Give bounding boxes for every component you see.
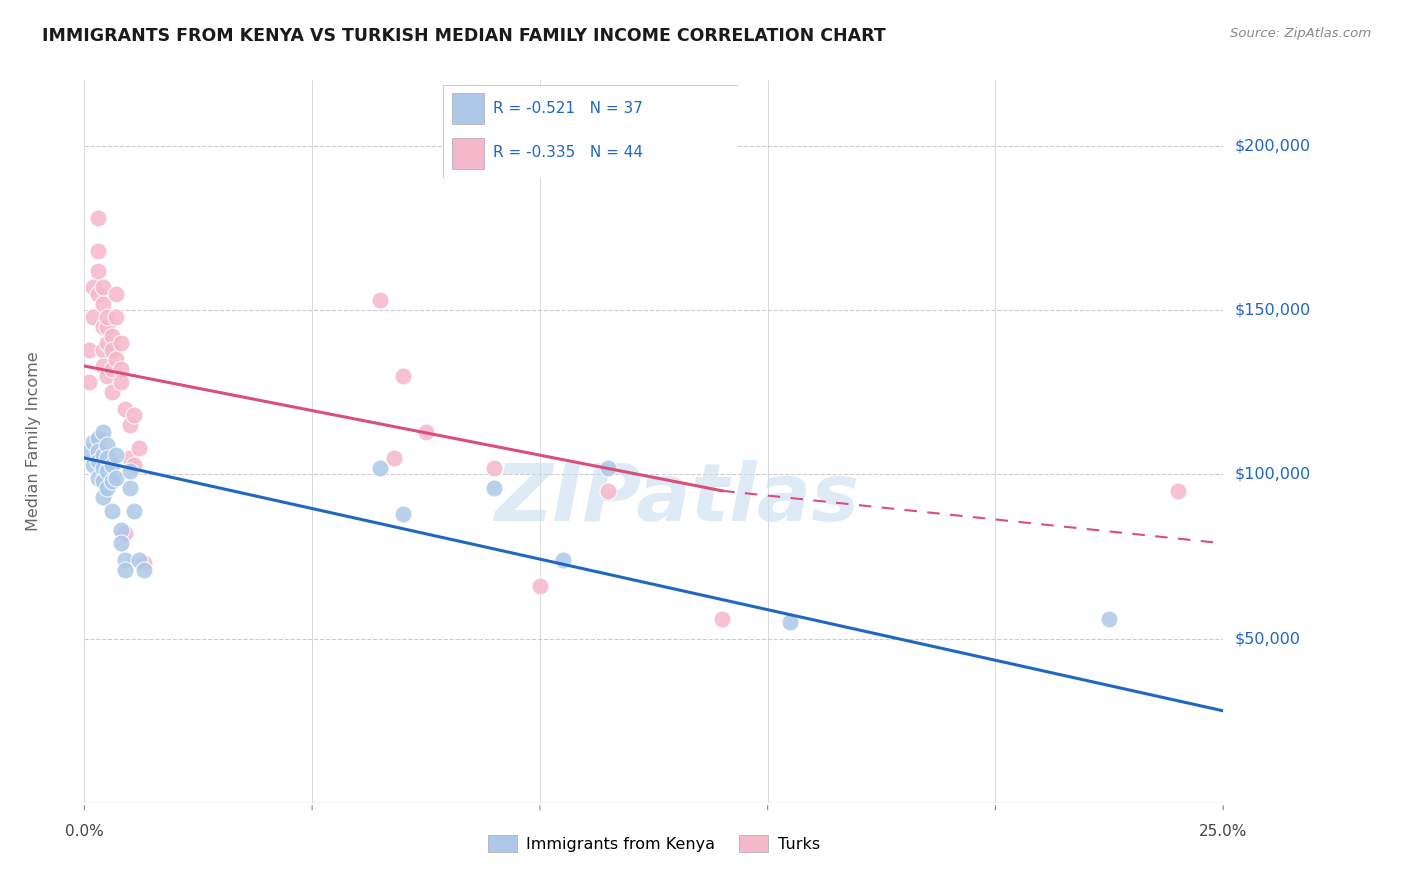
Point [118,450,141,465]
Point [110,376,132,390]
Point [110,336,132,351]
Text: $100,000: $100,000 [1234,467,1310,482]
Point [598,483,620,498]
Point [132,563,155,577]
Text: 25.0%: 25.0% [1199,824,1247,839]
Point [100,385,122,400]
Point [105,448,128,462]
Point [105,310,128,324]
Text: Source: ZipAtlas.com: Source: ZipAtlas.com [1230,27,1371,40]
Point [87,211,110,226]
Text: $200,000: $200,000 [1234,138,1310,153]
Point [91,319,114,334]
Point [392,368,415,383]
Point [96,450,118,465]
Point [96,319,118,334]
Point [77,444,100,458]
Point [91,343,114,357]
Point [87,471,110,485]
Point [100,343,122,357]
Point [96,368,118,383]
Point [82,310,104,324]
Point [118,464,141,478]
Point [91,359,114,373]
Point [87,454,110,468]
Point [91,491,114,505]
Point [105,352,128,367]
Point [114,553,136,567]
Point [87,286,110,301]
Point [114,401,136,416]
Point [392,507,415,521]
Legend: Immigrants from Kenya, Turks: Immigrants from Kenya, Turks [479,827,828,860]
Point [96,438,118,452]
Point [114,563,136,577]
Point [100,503,122,517]
Point [118,418,141,433]
Point [110,362,132,376]
Text: ZIPatlas: ZIPatlas [494,460,859,539]
Point [779,615,801,630]
Point [105,286,128,301]
Point [1167,483,1189,498]
Point [100,474,122,488]
Point [91,448,114,462]
Point [87,444,110,458]
Point [100,329,122,343]
FancyBboxPatch shape [451,138,484,169]
Point [87,244,110,258]
Point [110,536,132,550]
Point [100,458,122,472]
Point [105,471,128,485]
Point [370,460,392,475]
Point [87,431,110,445]
Point [124,409,146,423]
Point [529,579,551,593]
Point [128,553,150,567]
Point [415,425,437,439]
Point [87,264,110,278]
Point [1098,612,1121,626]
Point [91,280,114,294]
Text: $50,000: $50,000 [1234,632,1301,646]
Point [128,441,150,455]
Point [598,460,620,475]
Point [110,523,132,537]
FancyBboxPatch shape [451,93,484,124]
Point [484,460,506,475]
Point [77,343,100,357]
Point [96,464,118,478]
Text: $150,000: $150,000 [1234,302,1310,318]
Point [370,293,392,308]
Point [132,556,155,570]
Point [124,503,146,517]
Point [96,336,118,351]
Point [711,612,734,626]
Point [91,425,114,439]
Point [118,481,141,495]
Text: R = -0.521   N = 37: R = -0.521 N = 37 [494,101,643,116]
Point [484,481,506,495]
Text: 0.0%: 0.0% [65,824,104,839]
Text: R = -0.335   N = 44: R = -0.335 N = 44 [494,145,643,161]
Point [96,310,118,324]
Text: Median Family Income: Median Family Income [25,351,41,532]
Point [91,474,114,488]
Point [77,376,100,390]
Point [382,450,405,465]
Point [91,460,114,475]
Point [82,280,104,294]
Point [100,362,122,376]
Point [551,553,574,567]
Point [124,458,146,472]
Point [82,458,104,472]
Point [82,434,104,449]
Point [96,481,118,495]
Point [91,296,114,310]
Point [114,526,136,541]
Text: IMMIGRANTS FROM KENYA VS TURKISH MEDIAN FAMILY INCOME CORRELATION CHART: IMMIGRANTS FROM KENYA VS TURKISH MEDIAN … [42,27,886,45]
FancyBboxPatch shape [443,85,738,178]
